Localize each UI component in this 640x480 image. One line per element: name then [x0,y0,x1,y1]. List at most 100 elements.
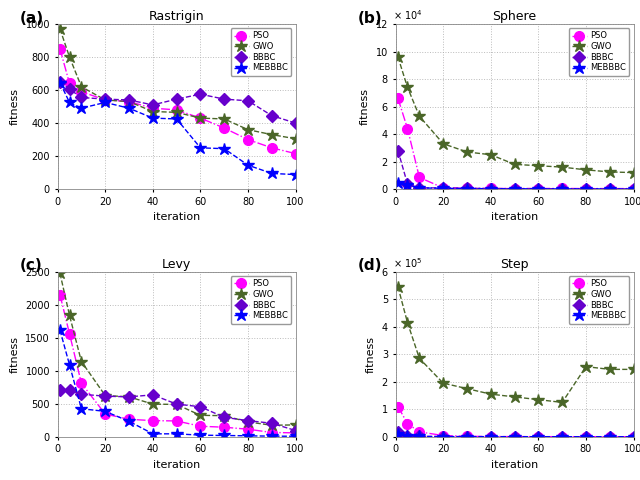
PSO [125,417,133,422]
GWO [220,116,228,122]
BBBC [268,113,276,119]
BBBC [487,434,495,440]
Line: BBBC: BBBC [394,146,638,193]
GWO [463,386,471,392]
Line: GWO: GWO [54,267,302,432]
MEBBBC [56,80,64,85]
GWO [196,115,204,121]
GWO [149,401,157,407]
PSO [558,186,566,192]
BBBC [463,434,471,440]
GWO [56,26,64,32]
PSO [511,434,518,440]
GWO [268,132,276,137]
MEBBBC [220,432,228,438]
MEBBBC [101,99,109,105]
MEBBBC [582,186,590,192]
BBBC [101,393,109,399]
BBBC [439,185,447,191]
GWO [220,413,228,419]
BBBC [196,404,204,409]
PSO [77,89,85,95]
Text: (d): (d) [358,258,382,274]
BBBC [220,414,228,420]
GWO [463,149,471,155]
MEBBBC [244,162,252,168]
MEBBBC [292,433,300,439]
PSO [487,186,495,192]
Y-axis label: fitness: fitness [360,88,370,125]
MEBBBC [606,434,614,440]
GWO [244,127,252,132]
BBBC [415,433,423,439]
MEBBBC [534,186,542,192]
BBBC [487,186,495,192]
BBBC [534,434,542,440]
PSO [56,292,64,298]
Y-axis label: fitness: fitness [10,88,20,125]
BBBC [582,186,590,192]
X-axis label: iteration: iteration [491,460,538,470]
GWO [244,419,252,425]
GWO [66,312,74,318]
PSO [244,137,252,143]
Legend: PSO, GWO, BBBC, MEBBBC: PSO, GWO, BBBC, MEBBBC [230,276,291,324]
MEBBBC [196,145,204,151]
MEBBBC [439,434,447,440]
MEBBBC [173,116,180,122]
Line: BBBC: BBBC [56,385,300,435]
MEBBBC [66,99,74,105]
MEBBBC [125,419,133,424]
BBBC [56,79,64,84]
BBBC [404,432,412,438]
PSO [196,115,204,121]
GWO [630,367,637,372]
PSO [77,381,85,386]
Line: BBBC: BBBC [394,428,638,441]
Line: PSO: PSO [393,402,639,442]
GWO [268,422,276,428]
Text: (a): (a) [19,11,44,26]
MEBBBC [463,186,471,192]
Text: × 10$^5$: × 10$^5$ [393,256,423,270]
MEBBBC [394,180,402,185]
BBBC [66,86,74,92]
GWO [582,167,590,173]
MEBBBC [511,186,518,192]
MEBBBC [56,327,64,333]
PSO [66,81,74,86]
Line: MEBBBC: MEBBBC [392,428,640,443]
PSO [404,420,412,426]
GWO [394,284,402,290]
PSO [415,429,423,435]
Line: GWO: GWO [54,23,302,145]
PSO [463,433,471,439]
PSO [292,430,300,436]
GWO [66,54,74,60]
PSO [101,97,109,103]
Legend: PSO, GWO, BBBC, MEBBBC: PSO, GWO, BBBC, MEBBBC [568,28,629,76]
GWO [125,99,133,105]
Text: (b): (b) [358,11,382,26]
GWO [292,422,300,428]
X-axis label: iteration: iteration [153,460,200,470]
Title: Step: Step [500,257,529,271]
GWO [77,84,85,90]
GWO [534,397,542,403]
BBBC [415,185,423,191]
GWO [101,393,109,398]
BBBC [77,95,85,100]
Y-axis label: fitness: fitness [366,336,376,373]
GWO [149,108,157,114]
PSO [149,418,157,423]
BBBC [173,96,180,102]
GWO [173,402,180,408]
Line: GWO: GWO [392,281,640,408]
Line: MEBBBC: MEBBBC [54,324,302,443]
MEBBBC [77,105,85,111]
MEBBBC [196,432,204,438]
Text: × 10$^4$: × 10$^4$ [393,9,423,23]
BBBC [394,429,402,435]
Line: BBBC: BBBC [56,78,300,127]
BBBC [220,96,228,102]
